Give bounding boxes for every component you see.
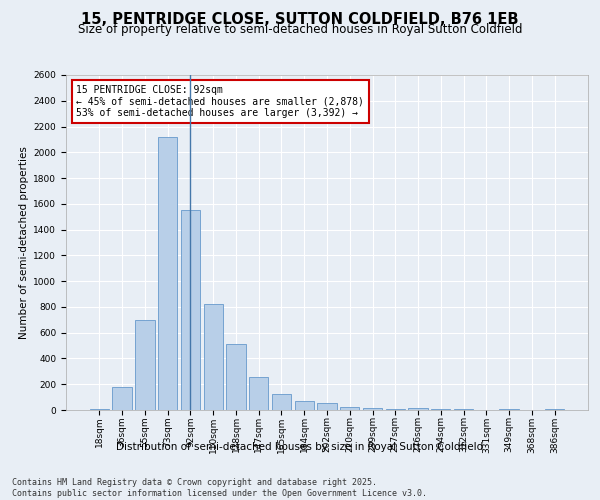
Bar <box>226 344 245 410</box>
Text: Contains HM Land Registry data © Crown copyright and database right 2025.
Contai: Contains HM Land Registry data © Crown c… <box>12 478 427 498</box>
Bar <box>363 408 382 410</box>
Bar <box>203 304 223 410</box>
Bar <box>317 403 337 410</box>
Bar <box>158 138 178 410</box>
Bar <box>295 401 314 410</box>
Text: 15, PENTRIDGE CLOSE, SUTTON COLDFIELD, B76 1EB: 15, PENTRIDGE CLOSE, SUTTON COLDFIELD, B… <box>81 12 519 28</box>
Text: Distribution of semi-detached houses by size in Royal Sutton Coldfield: Distribution of semi-detached houses by … <box>116 442 484 452</box>
Bar <box>272 394 291 410</box>
Bar <box>249 377 268 410</box>
Bar <box>135 320 155 410</box>
Bar <box>90 408 109 410</box>
Text: 15 PENTRIDGE CLOSE: 92sqm
← 45% of semi-detached houses are smaller (2,878)
53% : 15 PENTRIDGE CLOSE: 92sqm ← 45% of semi-… <box>76 85 364 118</box>
Bar <box>409 408 428 410</box>
Text: Size of property relative to semi-detached houses in Royal Sutton Coldfield: Size of property relative to semi-detach… <box>78 22 522 36</box>
Bar <box>499 408 519 410</box>
Bar <box>112 388 132 410</box>
Y-axis label: Number of semi-detached properties: Number of semi-detached properties <box>19 146 29 339</box>
Bar <box>181 210 200 410</box>
Bar <box>340 407 359 410</box>
